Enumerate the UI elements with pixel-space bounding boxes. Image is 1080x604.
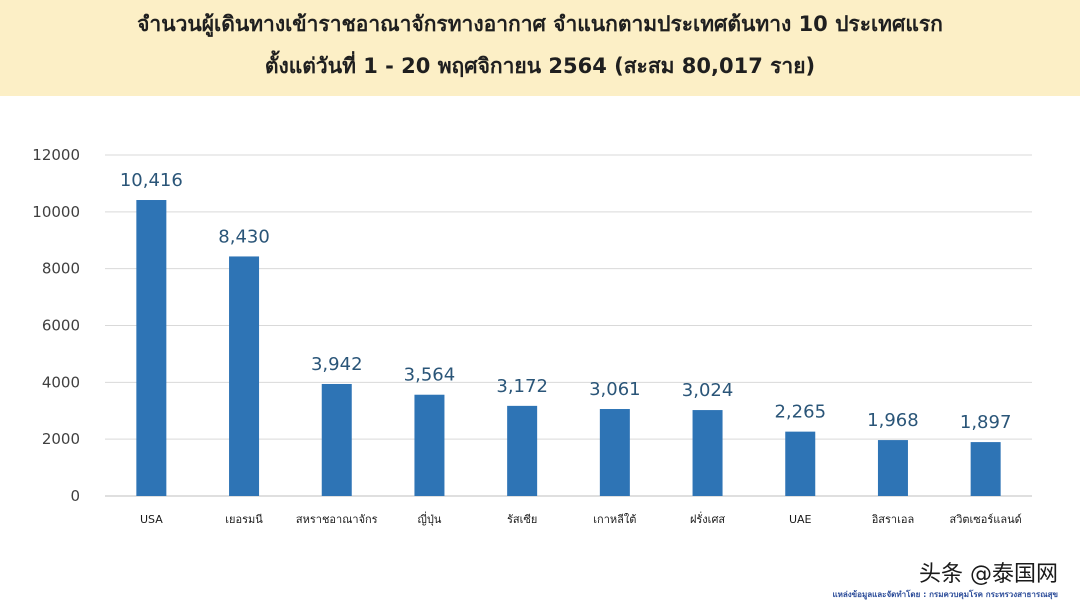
bar xyxy=(599,409,630,496)
bar-chart: 0 2000 4000 6000 8000 10000 12000 10,416 USA 8,43… xyxy=(32,146,1032,526)
data-label: 3,172 xyxy=(496,376,548,397)
title-banner: จำนวนผู้เดินทางเข้าราชอาณาจักรทางอากาศ จ… xyxy=(0,0,1080,96)
y-tick-label: 0 xyxy=(70,487,80,505)
y-tick-label: 6000 xyxy=(42,317,80,335)
x-tick-label: เกาหลีใต้ xyxy=(593,513,636,526)
data-label: 10,416 xyxy=(120,170,183,191)
data-label: 8,430 xyxy=(218,226,270,247)
bar xyxy=(785,431,816,496)
bar xyxy=(692,410,723,496)
bar xyxy=(507,405,538,496)
source-note: แหล่งข้อมูลและจัดทำโดย : กรมควบคุมโรค กร… xyxy=(832,590,1058,599)
bar xyxy=(321,383,352,496)
x-tick-label: สวิตเซอร์แลนด์ xyxy=(950,513,1022,526)
data-label: 3,564 xyxy=(404,365,456,386)
y-tick-label: 10000 xyxy=(32,203,80,221)
bar xyxy=(414,394,445,496)
chart-title: จำนวนผู้เดินทางเข้าราชอาณาจักรทางอากาศ จ… xyxy=(137,12,943,36)
y-tick-label: 12000 xyxy=(32,146,80,164)
data-label: 1,897 xyxy=(960,412,1012,433)
data-label: 1,968 xyxy=(867,410,919,431)
data-label: 3,942 xyxy=(311,354,363,375)
watermark: 头条 @泰国网 xyxy=(919,562,1058,587)
x-tick-label: อิสราเอล xyxy=(871,513,914,526)
x-tick-label: ฝรั่งเศส xyxy=(690,511,725,526)
x-tick-label: รัสเซีย xyxy=(507,513,537,526)
data-label: 2,265 xyxy=(774,402,826,423)
chart-subtitle: ตั้งแต่วันที่ 1 - 20 พฤศจิกายน 2564 (สะส… xyxy=(264,54,816,78)
bar xyxy=(970,442,1001,496)
x-tick-label: UAE xyxy=(789,513,812,526)
bar xyxy=(136,200,167,496)
data-label: 3,024 xyxy=(682,380,734,401)
x-tick-label: เยอรมนี xyxy=(225,513,263,526)
x-tick-label: USA xyxy=(140,513,163,526)
data-label: 3,061 xyxy=(589,379,641,400)
bar xyxy=(229,256,260,496)
bar xyxy=(877,440,908,496)
x-tick-label: สหราชอาณาจักร xyxy=(296,513,378,526)
y-tick-label: 8000 xyxy=(42,260,80,278)
y-tick-label: 4000 xyxy=(42,373,80,391)
x-tick-label: ญี่ปุ่น xyxy=(418,511,442,526)
y-tick-label: 2000 xyxy=(42,430,80,448)
